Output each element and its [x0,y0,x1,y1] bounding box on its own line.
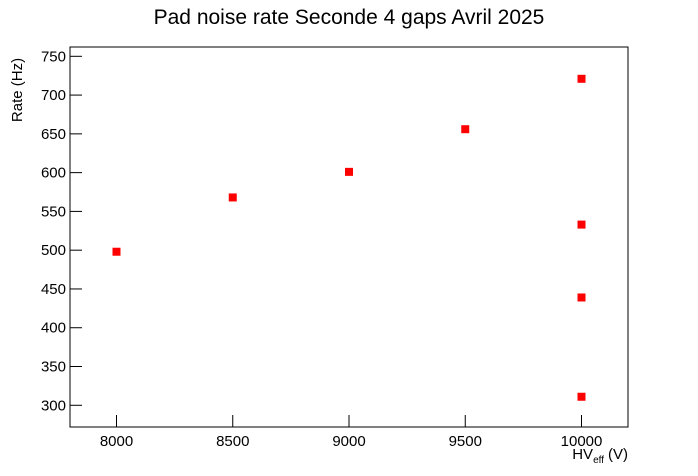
y-tick-label: 700 [41,87,66,104]
chart-title: Pad noise rate Seconde 4 gaps Avril 2025 [154,6,545,29]
y-tick-label: 450 [41,281,66,298]
x-tick-label: 10000 [561,433,603,450]
y-tick-label: 300 [41,397,66,414]
y-tick-label: 750 [41,48,66,65]
data-point [112,247,121,256]
x-tick-label: 8500 [216,433,249,450]
data-point [577,74,586,83]
x-axis-label: HVeff (V) [572,446,628,466]
data-point [577,293,586,302]
y-tick-label: 650 [41,126,66,143]
x-tick-label: 9500 [449,433,482,450]
x-label-sub: eff [593,455,604,466]
data-point [461,125,470,134]
data-point [577,220,586,229]
x-tick-label: 8000 [100,433,133,450]
data-point [345,167,353,176]
x-label-unit: (V) [608,446,628,463]
y-tick-label: 550 [41,203,66,220]
y-tick-label: 500 [41,242,66,259]
y-axis-label: Rate (Hz) [9,58,26,122]
y-tick-label: 600 [41,165,66,182]
y-tick-label: 350 [41,359,66,376]
data-point [577,392,586,401]
data-point [228,193,237,202]
y-tick-label: 400 [41,320,66,337]
x-label-main: HV [572,446,593,463]
x-tick-label: 9000 [332,433,365,450]
